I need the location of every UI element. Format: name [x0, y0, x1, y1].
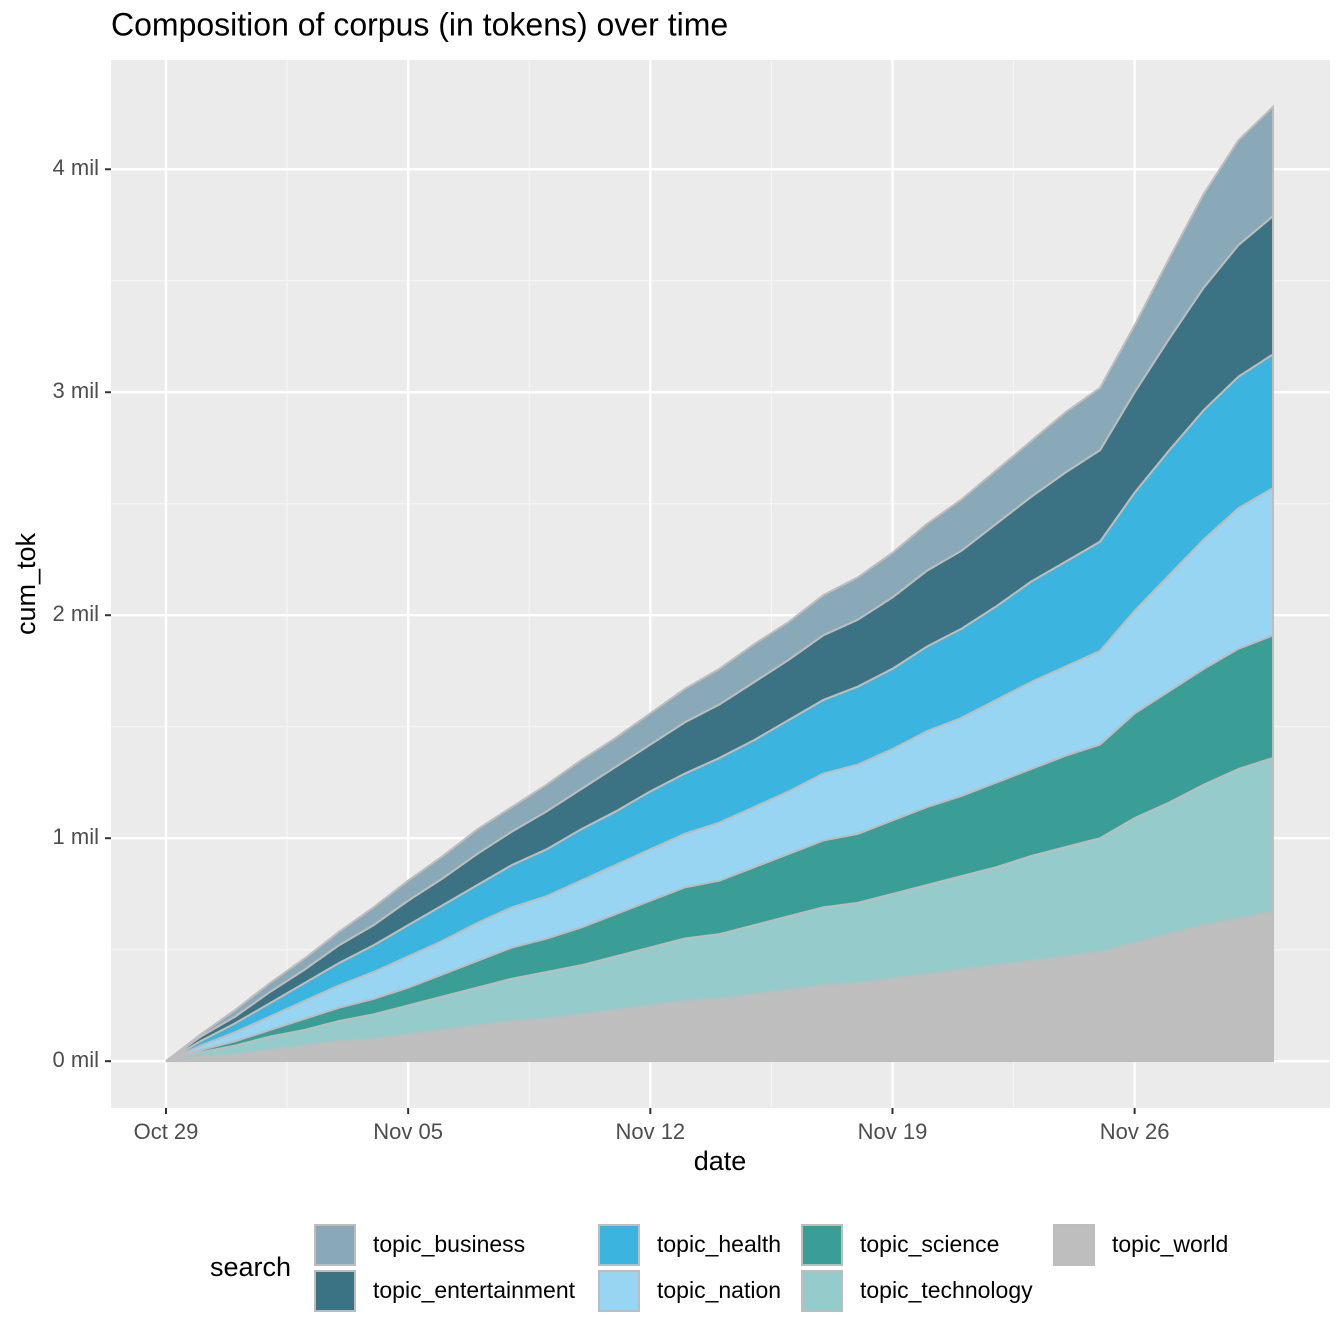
- area: [165, 104, 1274, 1062]
- x-tick-label: Nov 19: [858, 1119, 928, 1144]
- legend-label: topic_health: [657, 1231, 781, 1257]
- legend-label: topic_technology: [860, 1277, 1033, 1303]
- x-tick-label: Nov 05: [373, 1119, 443, 1144]
- legend-swatch: [598, 1224, 640, 1266]
- legend-swatch: [1053, 1224, 1095, 1266]
- y-tick-label: 3 mil: [53, 378, 99, 403]
- x-tick-label: Nov 12: [615, 1119, 685, 1144]
- legend-swatch: [598, 1270, 640, 1312]
- legend-swatch: [801, 1270, 843, 1312]
- legend-label: topic_business: [373, 1231, 525, 1257]
- y-tick-label: 2 mil: [53, 601, 99, 626]
- x-tick-label: Oct 29: [134, 1119, 199, 1144]
- legend-swatch: [314, 1270, 356, 1312]
- legend-label: topic_entertainment: [373, 1277, 576, 1303]
- y-tick-label: 0 mil: [53, 1047, 99, 1072]
- legend-swatch: [314, 1224, 356, 1266]
- legend-swatch: [801, 1224, 843, 1266]
- x-tick-label: Nov 26: [1100, 1119, 1170, 1144]
- chart-title: Composition of corpus (in tokens) over t…: [111, 6, 728, 42]
- legend-label: topic_nation: [657, 1277, 781, 1303]
- y-tick-label: 4 mil: [53, 155, 99, 180]
- legend-title: search: [210, 1252, 291, 1282]
- y-axis-title: cum_tok: [11, 532, 41, 635]
- x-axis-title: date: [694, 1146, 747, 1176]
- y-tick-label: 1 mil: [53, 824, 99, 849]
- legend-label: topic_world: [1112, 1231, 1228, 1257]
- legend-label: topic_science: [860, 1231, 999, 1257]
